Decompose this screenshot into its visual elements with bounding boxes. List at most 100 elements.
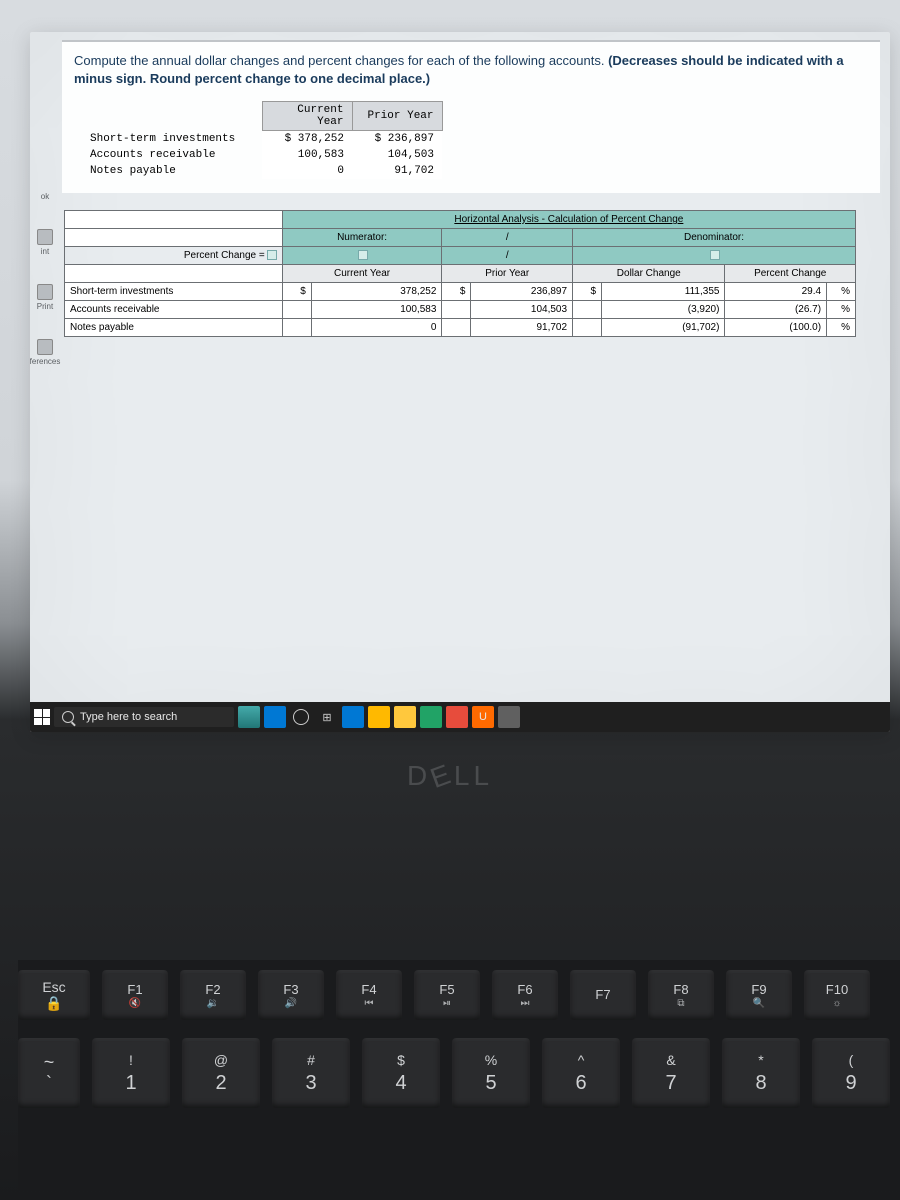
cortana-icon[interactable] bbox=[290, 706, 312, 728]
rail-item-int[interactable]: int bbox=[37, 229, 53, 256]
key-label: F8 bbox=[673, 982, 688, 997]
dc-sym bbox=[573, 319, 602, 337]
cy-input[interactable]: 100,583 bbox=[311, 301, 442, 319]
taskbar-app-icon[interactable] bbox=[420, 706, 442, 728]
key-upper: @ bbox=[214, 1052, 228, 1068]
key-2[interactable]: @2 bbox=[182, 1038, 260, 1108]
key-1[interactable]: !1 bbox=[92, 1038, 170, 1108]
key-lower: 5 bbox=[485, 1072, 496, 1095]
key-f1[interactable]: F1🔇 bbox=[102, 970, 168, 1020]
cy-input[interactable]: 378,252 bbox=[311, 283, 442, 301]
key-6[interactable]: ^6 bbox=[542, 1038, 620, 1108]
py-input[interactable]: 236,897 bbox=[471, 283, 573, 301]
taskbar-app-icon[interactable] bbox=[238, 706, 260, 728]
row-label: Notes payable bbox=[65, 319, 283, 337]
table-row: Notes payable 0 91,702 (91,702) (100.0) … bbox=[65, 319, 856, 337]
rail-item-ok[interactable]: ok bbox=[41, 192, 49, 201]
key-upper: ~ bbox=[44, 1052, 55, 1073]
display-icon: ⧉ bbox=[677, 999, 684, 1009]
key-upper: & bbox=[666, 1052, 675, 1068]
key-esc[interactable]: Esc 🔒 bbox=[18, 970, 90, 1020]
key-upper: # bbox=[307, 1052, 315, 1068]
analysis-table-wrap: Horizontal Analysis - Calculation of Per… bbox=[64, 210, 856, 337]
key-lower: ` bbox=[46, 1073, 52, 1094]
key-label: F3 bbox=[283, 982, 298, 997]
cy-input[interactable]: 0 bbox=[311, 319, 442, 337]
key-f8[interactable]: F8 ⧉ bbox=[648, 970, 714, 1020]
printer-icon bbox=[37, 284, 53, 300]
cy-sym: $ bbox=[282, 283, 311, 301]
given-row-label: Notes payable bbox=[82, 163, 262, 179]
key-f4[interactable]: F4⏮ bbox=[336, 970, 402, 1020]
key-f7[interactable]: F7 bbox=[570, 970, 636, 1020]
taskbar-app-icon[interactable] bbox=[342, 706, 364, 728]
volume-up-icon: 🔊 bbox=[285, 999, 297, 1009]
pc-unit: % bbox=[827, 301, 856, 319]
given-row-cy: 0 bbox=[262, 163, 352, 179]
key-7[interactable]: &7 bbox=[632, 1038, 710, 1108]
key-5[interactable]: %5 bbox=[452, 1038, 530, 1108]
denominator-dropdown[interactable] bbox=[573, 247, 856, 265]
key-backtick[interactable]: ~ ` bbox=[18, 1038, 80, 1108]
given-blank-header bbox=[82, 102, 262, 131]
key-lower: 8 bbox=[755, 1072, 766, 1095]
formula-input[interactable] bbox=[267, 250, 277, 260]
key-8[interactable]: *8 bbox=[722, 1038, 800, 1108]
key-label: Esc bbox=[42, 979, 65, 995]
pc-value: (100.0) bbox=[725, 319, 827, 337]
dc-value: 111,355 bbox=[602, 283, 725, 301]
key-f10[interactable]: F10☼ bbox=[804, 970, 870, 1020]
mute-icon: 🔇 bbox=[129, 999, 141, 1009]
start-button[interactable] bbox=[34, 709, 50, 725]
key-lower: 1 bbox=[125, 1072, 136, 1095]
rail-item-print[interactable]: Print bbox=[37, 284, 53, 311]
py-sym: $ bbox=[442, 283, 471, 301]
laptop-screen: ok int Print ferences Compute the annual… bbox=[30, 32, 890, 732]
rail-label: Print bbox=[37, 302, 53, 311]
key-lower: 6 bbox=[575, 1072, 586, 1095]
analysis-title: Horizontal Analysis - Calculation of Per… bbox=[282, 211, 855, 229]
key-4[interactable]: $4 bbox=[362, 1038, 440, 1108]
task-view-icon[interactable]: ⊞ bbox=[316, 706, 338, 728]
py-input[interactable]: 91,702 bbox=[471, 319, 573, 337]
taskbar-app-icon[interactable] bbox=[264, 706, 286, 728]
denominator-header: Denominator: bbox=[573, 229, 856, 247]
question-panel: Compute the annual dollar changes and pe… bbox=[62, 40, 880, 193]
rail-item-references[interactable]: ferences bbox=[30, 339, 60, 366]
taskbar-app-icon[interactable] bbox=[446, 706, 468, 728]
key-f9[interactable]: F9🔍 bbox=[726, 970, 792, 1020]
key-upper: ^ bbox=[578, 1052, 585, 1068]
rail-label: ok bbox=[41, 192, 49, 201]
key-f5[interactable]: F5⏯ bbox=[414, 970, 480, 1020]
given-row-py: 104,503 bbox=[352, 147, 442, 163]
numerator-dropdown[interactable] bbox=[282, 247, 442, 265]
taskbar-app-icon[interactable] bbox=[498, 706, 520, 728]
pc-value: (26.7) bbox=[725, 301, 827, 319]
percent-change-label: Percent Change = bbox=[65, 247, 283, 265]
key-upper: ! bbox=[129, 1052, 133, 1068]
key-3[interactable]: #3 bbox=[272, 1038, 350, 1108]
taskbar-app-icon[interactable]: U bbox=[472, 706, 494, 728]
book-icon bbox=[37, 339, 53, 355]
prev-track-icon: ⏮ bbox=[365, 999, 374, 1009]
py-input[interactable]: 104,503 bbox=[471, 301, 573, 319]
dc-value: (3,920) bbox=[602, 301, 725, 319]
play-pause-icon: ⏯ bbox=[443, 999, 451, 1009]
key-9[interactable]: (9 bbox=[812, 1038, 890, 1108]
taskbar-search[interactable]: Type here to search bbox=[54, 707, 234, 727]
given-row-cy: 100,583 bbox=[262, 147, 352, 163]
key-f3[interactable]: F3 🔊 bbox=[258, 970, 324, 1020]
instruction-main: Compute the annual dollar changes and pe… bbox=[74, 53, 608, 68]
key-f2[interactable]: F2🔉 bbox=[180, 970, 246, 1020]
cy-sym bbox=[282, 301, 311, 319]
key-lower: 3 bbox=[305, 1072, 316, 1095]
search-icon bbox=[62, 711, 74, 723]
blank-cell bbox=[65, 265, 283, 283]
file-explorer-icon[interactable] bbox=[368, 706, 390, 728]
given-header-py: Prior Year bbox=[352, 102, 442, 131]
key-f6[interactable]: F6⏭ bbox=[492, 970, 558, 1020]
key-upper: * bbox=[758, 1052, 763, 1068]
taskbar-app-icon[interactable] bbox=[394, 706, 416, 728]
py-sym bbox=[442, 301, 471, 319]
laptop-keyboard: Esc 🔒 F1🔇 F2🔉 F3 🔊 F4⏮ F5⏯ F6⏭ F7 F8 ⧉ F9🔍… bbox=[18, 960, 900, 1190]
